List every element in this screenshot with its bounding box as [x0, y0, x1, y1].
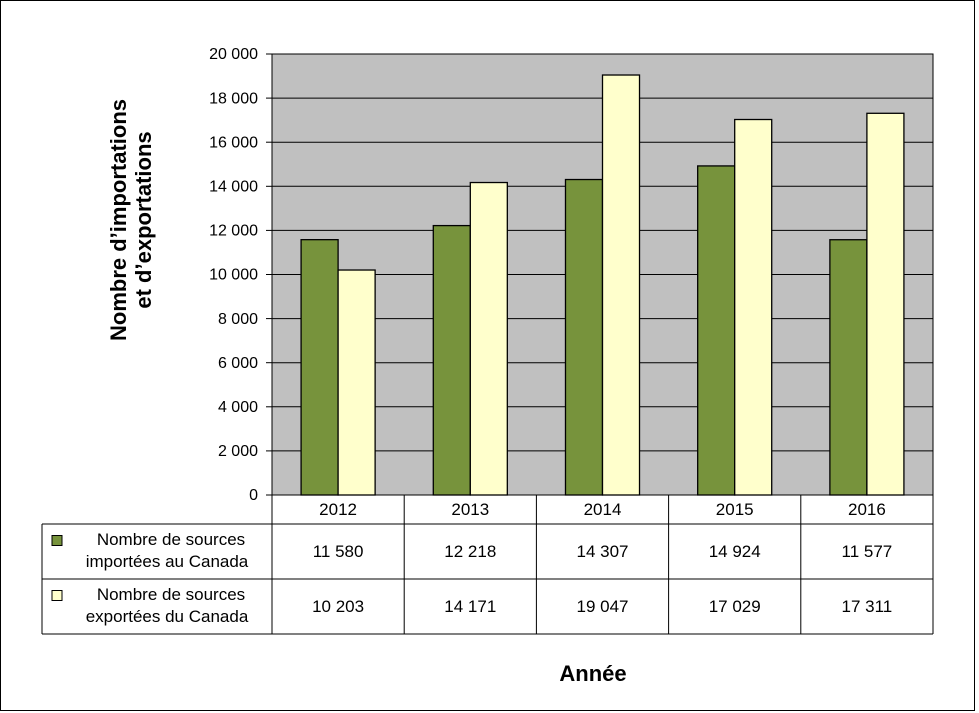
bar-series2-2012 — [337, 269, 376, 496]
y-tick-label: 16 000 — [209, 134, 258, 151]
y-tick-label: 10 000 — [209, 267, 258, 284]
bar-series2-2013 — [469, 181, 508, 496]
bar-series1-2015 — [697, 165, 736, 496]
data-label: 17 311 — [842, 597, 893, 616]
y-axis-title-line: Nombre d’importations — [106, 99, 131, 341]
y-tick-label: 8 000 — [218, 311, 258, 328]
y-axis-title: Nombre d’importations et d’exportations — [106, 99, 156, 341]
data-label: 11 580 — [313, 542, 364, 561]
bar-series1-2014 — [564, 178, 604, 496]
y-tick-label: 6 000 — [218, 355, 258, 372]
data-label: 14 307 — [577, 542, 629, 561]
legend-label: Nombre de sources — [97, 585, 245, 604]
legend-label: importées au Canada — [86, 552, 249, 571]
legend-key-series2 — [51, 590, 63, 601]
legend-label: exportées du Canada — [86, 607, 249, 626]
y-tick-label: 20 000 — [209, 46, 258, 63]
data-label: 19 047 — [577, 597, 629, 616]
bar-series1-2012 — [300, 239, 339, 496]
x-tick-label: 2012 — [319, 500, 357, 519]
data-label: 11 577 — [842, 542, 893, 561]
y-tick-label: 4 000 — [218, 399, 258, 416]
x-tick-label: 2013 — [451, 500, 489, 519]
data-label: 14 924 — [709, 542, 761, 561]
legend-key-series1 — [51, 535, 63, 546]
y-tick-label: 14 000 — [209, 179, 258, 196]
bar-series1-2013 — [432, 224, 471, 496]
y-tick-label: 0 — [249, 487, 258, 504]
legend-label: Nombre de sources — [97, 530, 245, 549]
data-label: 14 171 — [444, 597, 496, 616]
y-axis-title-line: et d’exportations — [131, 131, 156, 308]
x-tick-label: 2016 — [848, 500, 886, 519]
data-label: 10 203 — [312, 597, 364, 616]
y-tick-label: 12 000 — [209, 223, 258, 240]
bar-series2-2015 — [734, 118, 773, 496]
bar-series1-2016 — [829, 239, 868, 496]
data-label: 17 029 — [709, 597, 761, 616]
x-axis-title: Année — [559, 661, 626, 686]
bar-series2-2014 — [601, 74, 641, 496]
x-tick-label: 2015 — [716, 500, 754, 519]
y-tick-label: 2 000 — [218, 443, 258, 460]
data-label: 12 218 — [444, 542, 496, 561]
bar-series2-2016 — [866, 112, 905, 496]
x-tick-label: 2014 — [584, 500, 622, 519]
y-tick-label: 18 000 — [209, 90, 258, 107]
